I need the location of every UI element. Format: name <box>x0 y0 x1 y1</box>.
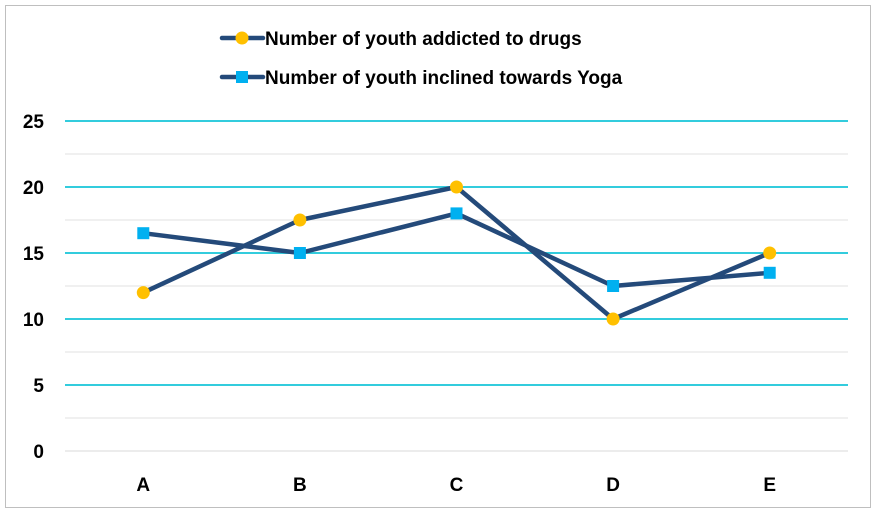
data-point-series-1 <box>293 213 307 227</box>
data-point-series-2 <box>763 266 776 279</box>
y-tick-label: 10 <box>23 310 44 331</box>
legend-item-2: Number of youth inclined towards Yoga <box>219 68 623 89</box>
data-point-series-1 <box>606 312 620 326</box>
x-tick-label: D <box>606 475 620 496</box>
legend-item-1: Number of youth addicted to drugs <box>219 29 582 50</box>
chart-frame <box>5 5 871 508</box>
series-markers <box>136 180 777 326</box>
data-point-series-1 <box>136 286 150 300</box>
y-axis: 0 5 10 15 20 25 <box>23 112 45 463</box>
data-point-series-2 <box>607 280 620 292</box>
legend-label: Number of youth addicted to drugs <box>265 29 582 50</box>
x-tick-label: A <box>136 475 150 496</box>
legend-marker-swatch <box>236 71 248 83</box>
minor-gridlines <box>65 153 848 419</box>
data-point-series-1 <box>763 246 777 260</box>
legend-label: Number of youth inclined towards Yoga <box>265 68 623 89</box>
y-tick-label: 20 <box>23 178 44 199</box>
data-point-series-2 <box>293 247 306 259</box>
data-point-series-2 <box>137 227 150 240</box>
x-axis: A B C D E <box>136 475 776 496</box>
y-tick-label: 5 <box>33 376 44 397</box>
x-tick-label: E <box>763 475 776 496</box>
data-point-series-1 <box>450 180 463 194</box>
legend-marker-swatch <box>235 31 249 45</box>
x-tick-label: C <box>450 475 464 496</box>
y-tick-label: 25 <box>23 112 45 133</box>
legend: Number of youth addicted to drugs Number … <box>219 29 623 89</box>
x-tick-label: B <box>293 475 307 496</box>
y-tick-label: 0 <box>33 442 44 463</box>
data-point-series-2 <box>450 207 463 220</box>
y-tick-label: 15 <box>23 244 45 265</box>
